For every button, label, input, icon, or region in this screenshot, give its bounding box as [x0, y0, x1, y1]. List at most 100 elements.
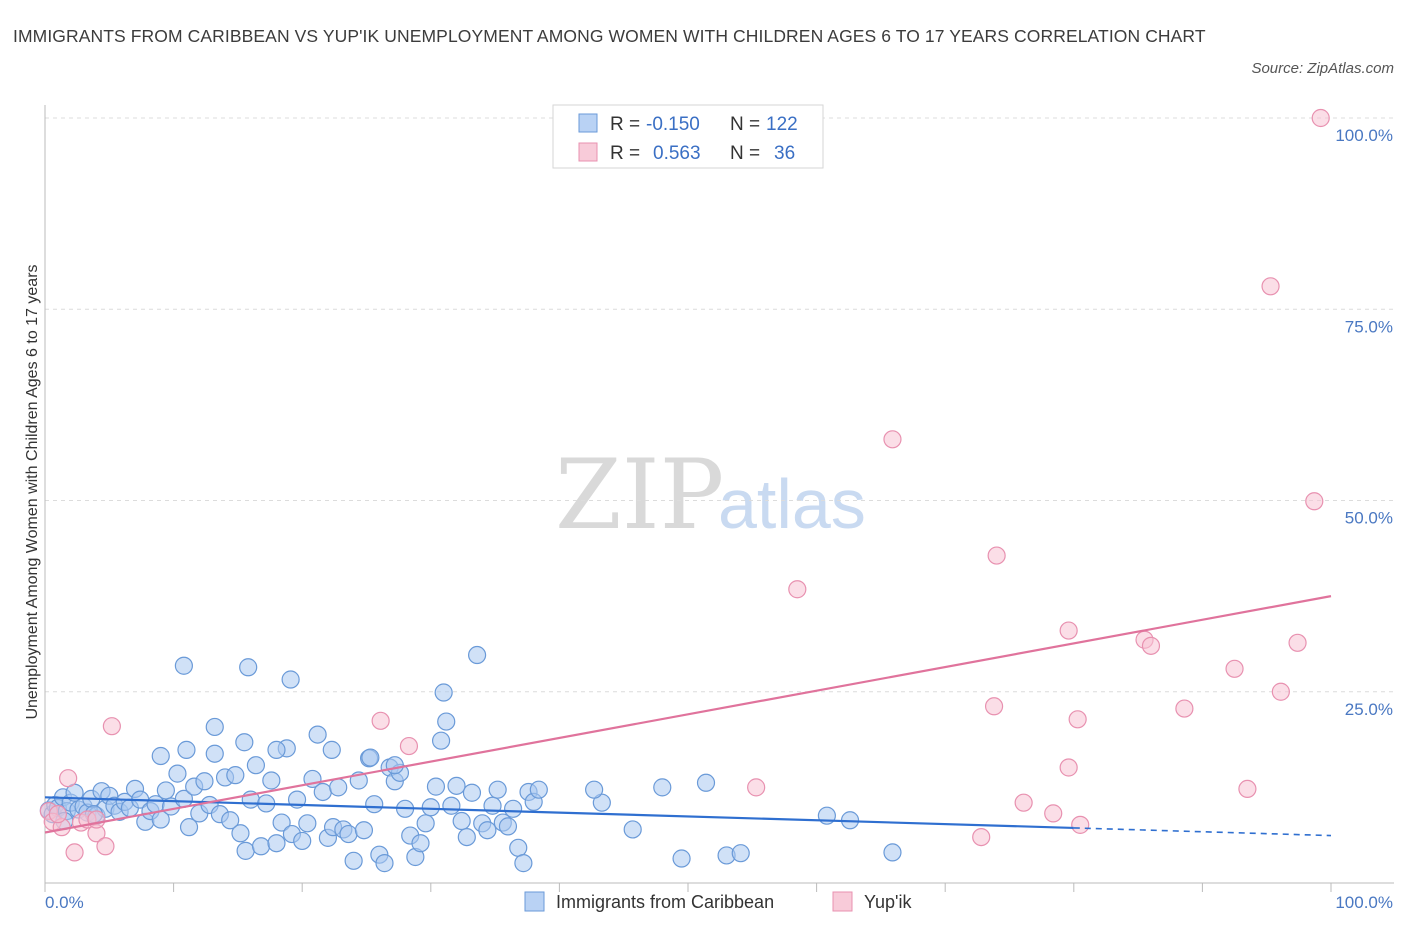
caribbean-point-102: [434, 683, 453, 702]
caribbean-point-30: [179, 818, 199, 837]
series-yupik-points: [39, 108, 1330, 862]
caribbean-point-75: [411, 834, 430, 853]
caribbean-point-85: [462, 783, 482, 802]
caribbean-point-109: [361, 748, 380, 767]
yupik-point-19: [1059, 621, 1078, 640]
caribbean-point-76: [416, 814, 435, 833]
caribbean-point-110: [385, 756, 404, 775]
watermark-zip: ZIP: [555, 439, 724, 551]
caribbean-trend-line: [44, 796, 1074, 830]
yupik-point-25: [1141, 636, 1161, 655]
legend-swatch-caribbean: [578, 113, 598, 133]
caribbean-point-66: [365, 795, 384, 814]
yupik-trend-line: [44, 595, 1332, 834]
caribbean-point-82: [447, 776, 466, 795]
y-tick-label-100: 100.0%: [1335, 126, 1393, 145]
caribbean-point-119: [623, 820, 642, 839]
caribbean-point-88: [478, 821, 497, 840]
caribbean-point-93: [504, 799, 523, 818]
yupik-point-34: [48, 805, 67, 824]
caribbean-point-46: [262, 771, 281, 790]
caribbean-point-59: [329, 778, 348, 797]
caribbean-point-112: [696, 773, 716, 792]
legend-r-value-1: 0.563: [653, 143, 701, 164]
caribbean-point-47: [267, 834, 286, 853]
caribbean-point-26: [156, 781, 175, 800]
caribbean-point-68: [375, 854, 394, 873]
caribbean-point-80: [437, 712, 456, 731]
series-legend: Immigrants from Caribbean Yup'ik: [524, 891, 912, 912]
caribbean-point-98: [529, 780, 548, 799]
yupik-point-35: [87, 810, 106, 829]
yupik-point-21: [1068, 710, 1087, 729]
chart-source: Source: ZipAtlas.com: [1251, 60, 1394, 77]
caribbean-point-39: [226, 766, 245, 785]
caribbean-point-28: [168, 764, 187, 783]
caribbean-point-92: [498, 817, 518, 836]
caribbean-point-79: [431, 731, 451, 750]
legend-r-label-0: R =: [610, 114, 640, 135]
caribbean-point-95: [514, 854, 533, 873]
stats-legend-box: [552, 104, 824, 169]
caribbean-point-83: [452, 811, 471, 831]
y-tick-label-75: 75.0%: [1345, 317, 1393, 336]
yupik-point-9: [102, 717, 121, 736]
yupik-point-3: [59, 769, 78, 788]
caribbean-point-52: [293, 831, 312, 851]
caribbean-point-77: [421, 798, 440, 817]
caribbean-point-117: [883, 843, 902, 862]
caribbean-point-103: [177, 740, 196, 759]
yupik-point-17: [1014, 793, 1033, 812]
yupik-point-28: [1238, 779, 1257, 799]
legend-n-label-1: N =: [730, 143, 760, 164]
caribbean-point-84: [457, 827, 476, 847]
caribbean-point-35: [205, 717, 224, 737]
yupik-point-8: [96, 837, 115, 856]
yupik-point-12: [747, 778, 766, 797]
caribbean-point-114: [731, 844, 750, 863]
yupik-point-30: [1271, 682, 1290, 701]
caribbean-point-40: [231, 824, 250, 843]
x-tick-label-max: 100.0%: [1335, 893, 1393, 912]
caribbean-point-86: [467, 645, 487, 665]
yupik-point-23: [987, 546, 1006, 565]
legend-r-label-1: R =: [610, 143, 640, 164]
caribbean-point-90: [488, 780, 507, 799]
yupik-point-32: [1305, 492, 1324, 511]
y-tick-label-25: 25.0%: [1345, 700, 1393, 719]
caribbean-point-62: [344, 851, 363, 870]
axes: 25.0% 50.0% 75.0% 100.0%: [44, 105, 1394, 892]
trend-lines: [44, 595, 1332, 837]
yupik-point-11: [399, 736, 419, 756]
yupik-point-10: [371, 711, 390, 730]
yupik-point-31: [1288, 633, 1307, 652]
y-axis-label: Unemployment Among Women with Children A…: [24, 264, 41, 719]
caribbean-point-104: [151, 746, 170, 766]
bottom-legend-swatch-caribbean: [524, 891, 545, 912]
caribbean-point-43: [246, 756, 266, 775]
caribbean-point-111: [653, 778, 672, 797]
x-tick-label-min: 0.0%: [45, 893, 84, 912]
stats-legend: R = -0.150 N = 122 R = 0.563 N = 36: [552, 104, 824, 169]
yupik-point-4: [65, 843, 84, 862]
caribbean-point-44: [251, 837, 271, 856]
caribbean-point-55: [308, 725, 327, 744]
yupik-point-20: [1059, 758, 1078, 777]
caribbean-point-105: [205, 744, 224, 763]
legend-n-value-0: 122: [766, 114, 798, 135]
series-caribbean-points: [39, 645, 902, 873]
yupik-point-14: [883, 430, 902, 449]
legend-n-label-0: N =: [730, 114, 760, 135]
yupik-point-27: [1225, 659, 1244, 678]
caribbean-trend-line-extension: [1073, 827, 1332, 837]
caribbean-point-61: [339, 824, 358, 844]
yupik-point-33: [1311, 108, 1330, 128]
caribbean-point-101: [281, 670, 300, 689]
caribbean-point-38: [221, 811, 240, 830]
yupik-point-22: [1071, 815, 1090, 834]
bottom-legend-swatch-yupik: [832, 891, 853, 912]
yupik-point-13: [788, 580, 807, 599]
bottom-legend-yupik: Yup'ik: [864, 892, 912, 912]
caribbean-point-56: [313, 782, 332, 802]
